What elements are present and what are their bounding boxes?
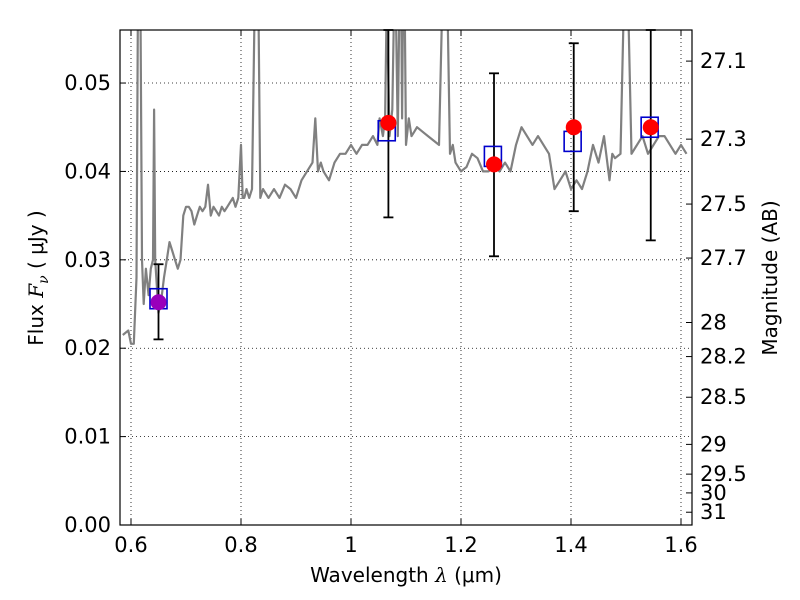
mag-tick-label-9: 30 (700, 481, 727, 505)
y-tick-label-2: 0.02 (64, 336, 111, 360)
mag-tick-label-1: 27.3 (700, 127, 747, 151)
x-axis-ticks: 0.6 0.8 1 1.2 1.4 1.6 (114, 30, 698, 557)
mag-tick-label-5: 28.2 (700, 345, 747, 369)
observed-photometry-markers (150, 114, 659, 311)
y-tick-label-4: 0.04 (64, 159, 111, 183)
mag-tick-label-6: 28.5 (700, 385, 747, 409)
model-photometry-markers (149, 116, 659, 310)
spectrum-line (122, 30, 688, 345)
y-tick-label-1: 0.01 (64, 425, 111, 449)
x-tick-label-3: 1.2 (444, 533, 477, 557)
mag-tick-label-3: 27.7 (700, 246, 747, 270)
observed-point-0 (150, 294, 167, 311)
observed-point-2 (486, 156, 502, 173)
spectrum-layer (122, 30, 688, 345)
observed-point-1 (380, 114, 397, 131)
x-tick-label-4: 1.4 (554, 533, 587, 557)
y-axis-title: Flux Fν ( μJy ) (24, 210, 53, 345)
y-axis-ticks: 0.00 0.01 0.02 0.03 0.04 0.05 (64, 71, 126, 537)
x-tick-label-1: 0.8 (224, 533, 257, 557)
observed-point-3 (565, 119, 582, 136)
mag-tick-label-10: 31 (700, 500, 727, 524)
x-tick-label-0: 0.6 (114, 533, 147, 557)
mag-tick-label-4: 28 (700, 311, 727, 335)
plot-frame (119, 29, 693, 526)
x-tick-label-5: 1.6 (664, 533, 697, 557)
magnitude-axis-title: Magnitude (AB) (758, 200, 782, 355)
y-tick-label-0: 0.00 (64, 513, 111, 537)
observed-point-4 (642, 119, 659, 136)
mag-tick-label-2: 27.5 (700, 192, 747, 216)
x-axis-title: Wavelength λ (μm) (310, 563, 502, 587)
mag-tick-label-0: 27.1 (700, 49, 747, 73)
y-tick-label-3: 0.03 (64, 248, 111, 272)
y-tick-label-5: 0.05 (64, 71, 111, 95)
mag-tick-label-7: 29 (700, 432, 727, 456)
mag-tick-label-8: 29.5 (700, 462, 747, 486)
x-tick-label-2: 1 (344, 533, 357, 557)
